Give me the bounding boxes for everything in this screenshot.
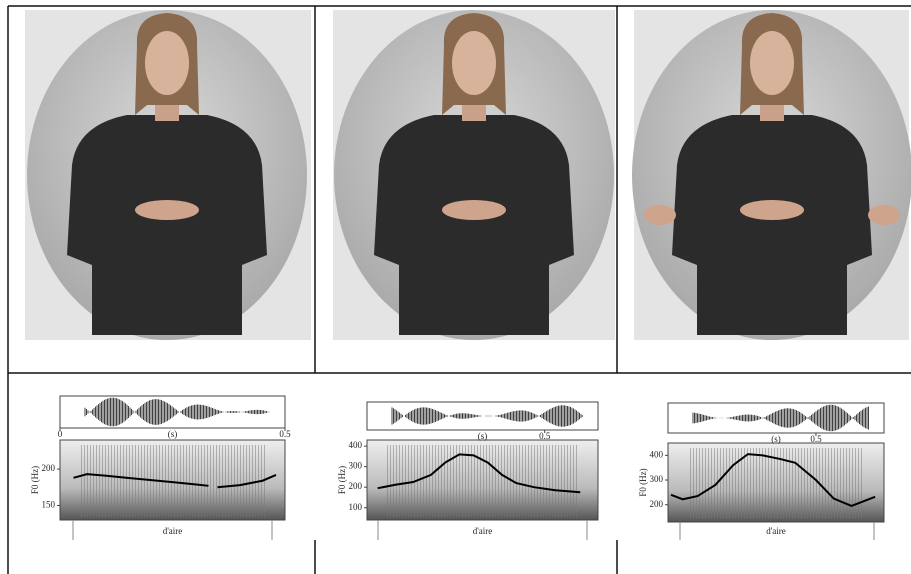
photo-1 <box>25 10 311 340</box>
x-tick-label: 0.5 <box>810 434 822 444</box>
x-axis-label: (s) <box>771 434 781 444</box>
y-tick-label: 200 <box>42 463 56 473</box>
y-axis-label: F0 (Hz) <box>638 468 648 496</box>
word-label: d'aire <box>473 526 493 536</box>
spectrogram-panel: 0.5 (s) 100 200 300 400 F0 (Hz) d'aire <box>337 402 598 540</box>
y-tick-label: 100 <box>349 502 363 512</box>
spectrogram-texture <box>80 445 265 517</box>
y-tick-label: 150 <box>42 500 56 510</box>
x-tick-label: 0.5 <box>539 431 551 441</box>
y-tick-label: 200 <box>349 481 363 491</box>
x-axis-label: (s) <box>168 429 178 439</box>
figure: 00.5(s)150200F0 (Hz)d'aire0.5(s)10020030… <box>0 0 911 574</box>
photo-3 <box>632 10 911 340</box>
x-axis-label: (s) <box>478 431 488 441</box>
y-tick-label: 300 <box>349 461 363 471</box>
y-axis-label: F0 (Hz) <box>30 466 40 494</box>
x-tick-label: 0 <box>58 429 63 439</box>
y-axis-label: F0 (Hz) <box>337 466 347 494</box>
y-tick-label: 400 <box>349 440 363 450</box>
word-label: d'aire <box>163 526 183 536</box>
word-label: d'aire <box>766 526 786 536</box>
page: {"panels": [ {"xticks": [0, 0.5], "xlim"… <box>0 0 911 574</box>
x-tick-label: 0.5 <box>279 429 291 439</box>
y-tick-label: 300 <box>650 474 664 484</box>
y-tick-label: 200 <box>650 499 664 509</box>
photo-2 <box>333 10 615 340</box>
y-tick-label: 400 <box>650 449 664 459</box>
